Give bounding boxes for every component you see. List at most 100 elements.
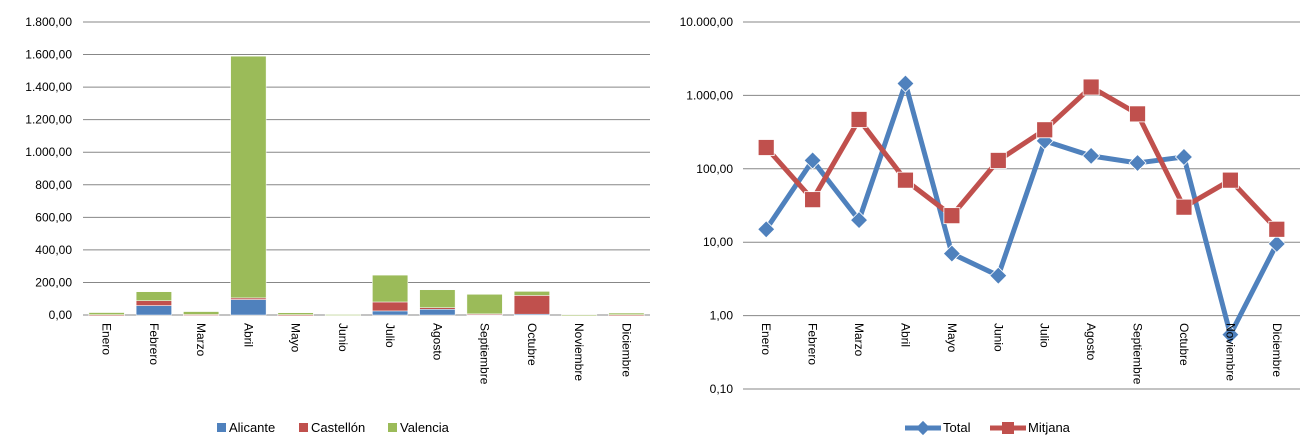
x-tick-label: Octubre bbox=[1177, 323, 1191, 366]
data-point-total bbox=[1082, 146, 1101, 165]
x-tick-label: Julio bbox=[1038, 323, 1052, 348]
x-tick-label: Diciembre bbox=[1270, 323, 1284, 377]
y-tick-label: 1.800,00 bbox=[25, 15, 72, 29]
bar-segment-alicante bbox=[135, 305, 172, 316]
y-tick-label: 1.200,00 bbox=[25, 113, 72, 127]
bar-chart-x-axis: Enero Febrero Marzo Abril Mayo Junio Julio Agos… bbox=[100, 323, 634, 385]
data-point-total bbox=[1174, 147, 1194, 167]
x-tick-label: Octubre bbox=[525, 323, 539, 366]
data-point-total bbox=[989, 266, 1008, 285]
data-point-total bbox=[803, 151, 822, 170]
data-point-mitjana bbox=[1221, 171, 1239, 189]
legend-label-total: Total bbox=[943, 420, 971, 435]
line-chart-y-axis: 0,10 1,00 10,00 100,00 1.000,00 10.000,00 bbox=[680, 15, 734, 396]
data-point-total bbox=[757, 220, 776, 239]
bar-chart: 0,00 200,00 400,00 600,00 800,00 1.000,00 1.20… bbox=[25, 15, 650, 435]
data-point-mitjana bbox=[1175, 198, 1193, 216]
x-tick-label: Agosto bbox=[1084, 323, 1098, 361]
bar-segment-valencia bbox=[88, 312, 125, 315]
y-tick-label: 0,10 bbox=[710, 382, 734, 396]
x-tick-label: Junio bbox=[991, 323, 1005, 352]
bar-segment-alicante bbox=[419, 309, 456, 316]
bar-segment-valencia bbox=[230, 55, 267, 299]
legend-label-mitjana: Mitjana bbox=[1028, 420, 1071, 435]
y-tick-label: 0,00 bbox=[49, 308, 73, 322]
x-tick-label: Enero bbox=[759, 323, 773, 355]
line-chart-x-axis: Enero Febrero Marzo Abril Mayo Junio Julio Agos… bbox=[759, 323, 1284, 385]
bar-segment-valencia bbox=[466, 294, 503, 315]
legend-label-valencia: Valencia bbox=[400, 420, 450, 435]
bar-segment-valencia bbox=[561, 314, 598, 317]
data-point-mitjana bbox=[850, 111, 868, 128]
data-point-mitjana bbox=[897, 171, 914, 189]
y-tick-label: 1.000,00 bbox=[686, 88, 733, 102]
bar-segment-valencia bbox=[513, 291, 550, 296]
bar-segment-castellon bbox=[513, 295, 550, 315]
bar-chart-y-axis: 0,00 200,00 400,00 600,00 800,00 1.000,00 1.20… bbox=[25, 15, 72, 322]
y-tick-label: 10,00 bbox=[703, 235, 733, 249]
bar-segment-valencia bbox=[608, 312, 645, 315]
legend-swatch-alicante bbox=[217, 423, 226, 432]
x-tick-label: Julio bbox=[383, 323, 397, 348]
data-point-total bbox=[1128, 153, 1147, 173]
line-chart: 0,10 1,00 10,00 100,00 1.000,00 10.000,00 Ene… bbox=[680, 15, 1300, 436]
x-tick-label: Abril bbox=[898, 323, 912, 347]
bar-segment-valencia bbox=[324, 314, 361, 316]
bar-chart-gridlines bbox=[83, 21, 650, 316]
bar-segment-valencia bbox=[277, 312, 314, 315]
y-tick-label: 10.000,00 bbox=[680, 15, 734, 29]
x-tick-label: Agosto bbox=[430, 323, 444, 361]
legend-label-castellon: Castellón bbox=[311, 420, 365, 435]
bar-segment-castellon bbox=[135, 300, 172, 306]
x-tick-label: Septiembre bbox=[1131, 323, 1145, 385]
x-tick-label: Noviembre bbox=[1223, 323, 1237, 381]
bar-chart-bars bbox=[88, 55, 645, 317]
data-point-total bbox=[849, 211, 869, 230]
line-chart-legend: Total Mitjana bbox=[905, 420, 1071, 436]
bar-chart-legend: Alicante Castellón Valencia bbox=[217, 420, 450, 435]
x-tick-label: Junio bbox=[336, 323, 350, 352]
x-tick-label: Septiembre bbox=[478, 323, 492, 385]
bar-segment-valencia bbox=[135, 291, 172, 301]
bar-segment-castellon bbox=[372, 301, 409, 312]
x-tick-label: Febrero bbox=[147, 323, 161, 365]
legend-marker-mitjana bbox=[1002, 422, 1014, 434]
y-tick-label: 600,00 bbox=[35, 210, 72, 224]
x-tick-label: Abril bbox=[241, 323, 255, 347]
data-point-mitjana bbox=[1036, 121, 1054, 139]
legend-marker-total bbox=[915, 420, 931, 436]
y-tick-label: 200,00 bbox=[35, 275, 72, 289]
data-point-mitjana bbox=[757, 139, 775, 156]
y-tick-label: 400,00 bbox=[35, 243, 72, 257]
data-point-mitjana bbox=[989, 152, 1007, 169]
x-tick-label: Febrero bbox=[806, 323, 820, 365]
y-tick-label: 100,00 bbox=[696, 162, 733, 176]
y-tick-label: 800,00 bbox=[35, 178, 72, 192]
data-point-mitjana bbox=[1129, 105, 1146, 123]
data-point-mitjana bbox=[1082, 78, 1100, 96]
x-tick-label: Mayo bbox=[289, 323, 303, 353]
data-point-mitjana bbox=[1268, 220, 1286, 238]
legend-swatch-castellon bbox=[299, 423, 308, 432]
y-tick-label: 1.000,00 bbox=[25, 145, 72, 159]
data-point-total bbox=[1221, 325, 1240, 344]
x-tick-label: Marzo bbox=[194, 323, 208, 357]
series-line-total bbox=[764, 75, 1280, 342]
data-point-total bbox=[1267, 234, 1286, 253]
line-chart-series bbox=[757, 74, 1286, 344]
bar-segment-alicante bbox=[230, 299, 267, 316]
data-point-mitjana bbox=[804, 191, 822, 209]
data-point-total bbox=[896, 74, 915, 93]
y-tick-label: 1,00 bbox=[710, 309, 734, 323]
data-point-mitjana bbox=[943, 207, 961, 225]
legend-label-alicante: Alicante bbox=[229, 420, 275, 435]
x-tick-label: Mayo bbox=[945, 323, 959, 353]
x-tick-label: Diciembre bbox=[619, 323, 633, 377]
line-chart-gridlines bbox=[743, 21, 1300, 390]
bar-segment-valencia bbox=[419, 289, 456, 308]
data-point-total bbox=[942, 244, 961, 263]
x-tick-label: Enero bbox=[100, 323, 114, 355]
bar-segment-alicante bbox=[372, 310, 409, 316]
x-tick-label: Noviembre bbox=[572, 323, 586, 381]
